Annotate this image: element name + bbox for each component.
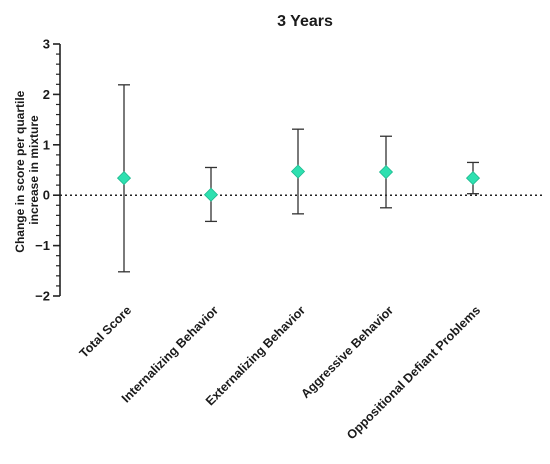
point-marker	[116, 170, 132, 186]
y-tick-label: 3	[43, 37, 50, 52]
x-tick-label: Total Score	[77, 303, 134, 360]
chart-title: 3 Years	[277, 13, 333, 30]
y-axis-label: Change in score per quartile increase in…	[13, 87, 41, 252]
y-tick-label: 2	[43, 87, 50, 102]
y-tick-label: 0	[43, 188, 50, 203]
y-axis-label-line-1: Change in score per quartile	[13, 90, 27, 252]
point-marker	[378, 164, 394, 180]
point-marker	[203, 187, 219, 202]
y-axis-label-line-2: increase in mixture	[27, 115, 41, 225]
point-marker	[465, 170, 481, 186]
x-tick-label: Aggressive Behavior	[298, 303, 396, 401]
x-tick-label: Externalizing Behavior	[203, 303, 308, 408]
y-tick-label: −1	[35, 238, 50, 253]
y-tick-label: 1	[43, 137, 50, 152]
y-tick-label: −2	[35, 289, 50, 304]
x-tick-label: Internalizing Behavior	[119, 303, 221, 405]
point-marker	[290, 164, 306, 179]
